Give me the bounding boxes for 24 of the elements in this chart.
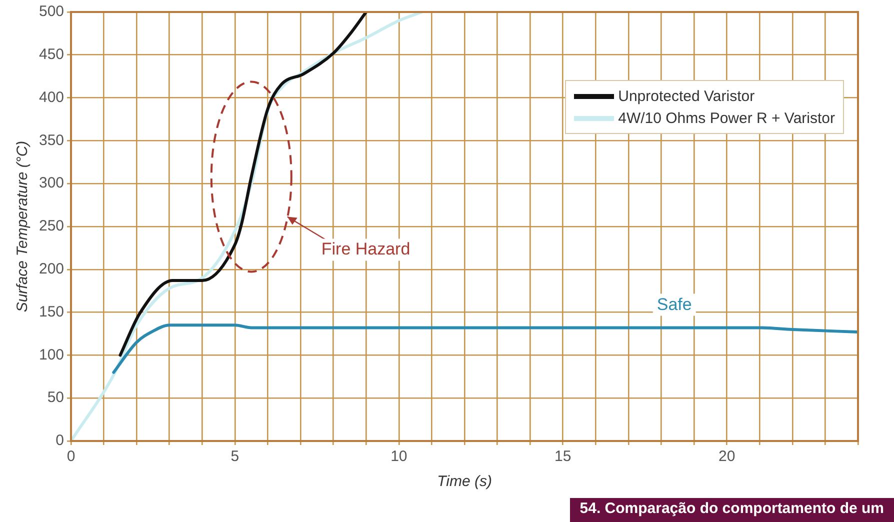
x-axis-title: Time (s) bbox=[437, 473, 492, 490]
x-tick-label: 15 bbox=[554, 448, 572, 466]
y-tick-label: 250 bbox=[38, 218, 64, 235]
x-tick-label: 20 bbox=[718, 448, 736, 466]
y-tick-label: 0 bbox=[56, 432, 64, 450]
y-tick-label: 450 bbox=[38, 46, 64, 64]
legend-label: 4W/10 Ohms Power R + Varistor bbox=[618, 110, 835, 126]
y-tick-label: 50 bbox=[47, 389, 64, 406]
y-tick-label: 400 bbox=[38, 88, 64, 106]
x-tick-label: 5 bbox=[230, 448, 240, 466]
y-tick-label: 100 bbox=[38, 346, 64, 364]
y-tick-label: 200 bbox=[38, 260, 64, 278]
y-tick-label: 500 bbox=[38, 3, 64, 20]
text: 54. Comparação do comportamento de um bbox=[570, 498, 894, 522]
annotation: Fire Hazard bbox=[321, 239, 410, 258]
annotation: Safe bbox=[656, 294, 692, 314]
line-series bbox=[112, 324, 858, 374]
y-axis-title: Surface Temperature (°C) bbox=[14, 140, 32, 312]
x-tick-label: 10 bbox=[390, 448, 408, 466]
y-tick-label: 150 bbox=[38, 303, 64, 320]
x-tick-label: 0 bbox=[66, 448, 76, 466]
y-tick-label: 300 bbox=[38, 174, 64, 192]
legend-label: Unprotected Varistor bbox=[618, 88, 755, 104]
y-tick-label: 350 bbox=[38, 132, 64, 149]
